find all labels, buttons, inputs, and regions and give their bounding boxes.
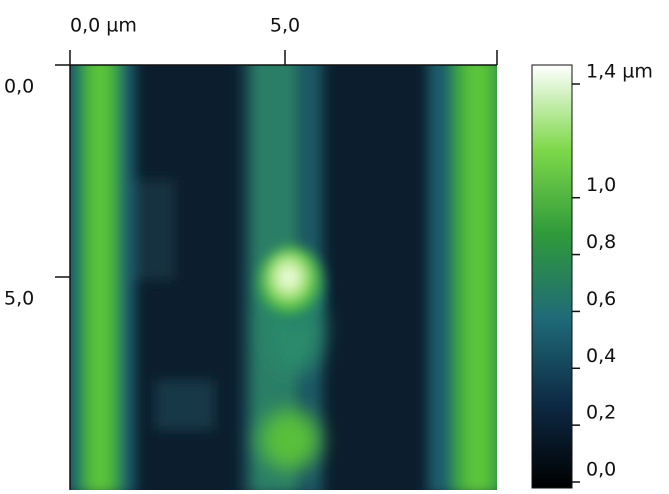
x-tick-label: 0,0 µm (70, 15, 137, 37)
colorbar (531, 64, 573, 489)
colorbar-tick-label: 0,0 (586, 459, 616, 481)
colorbar-tick-label: 0,8 (586, 231, 616, 253)
colorbar-tick-label: 0,2 (586, 402, 616, 424)
colorbar-tick-label: 0,4 (586, 345, 616, 367)
x-tick-label: 5,0 (270, 15, 300, 37)
colorbar-tick-label: 1,4 µm (586, 61, 653, 83)
colorbar-tick-label: 0,6 (586, 288, 616, 310)
afm-image (70, 65, 497, 490)
colorbar-tick-label: 1,0 (586, 174, 616, 196)
y-tick-label: 0,0 (4, 76, 34, 98)
y-tick-label: 5,0 (4, 288, 34, 310)
